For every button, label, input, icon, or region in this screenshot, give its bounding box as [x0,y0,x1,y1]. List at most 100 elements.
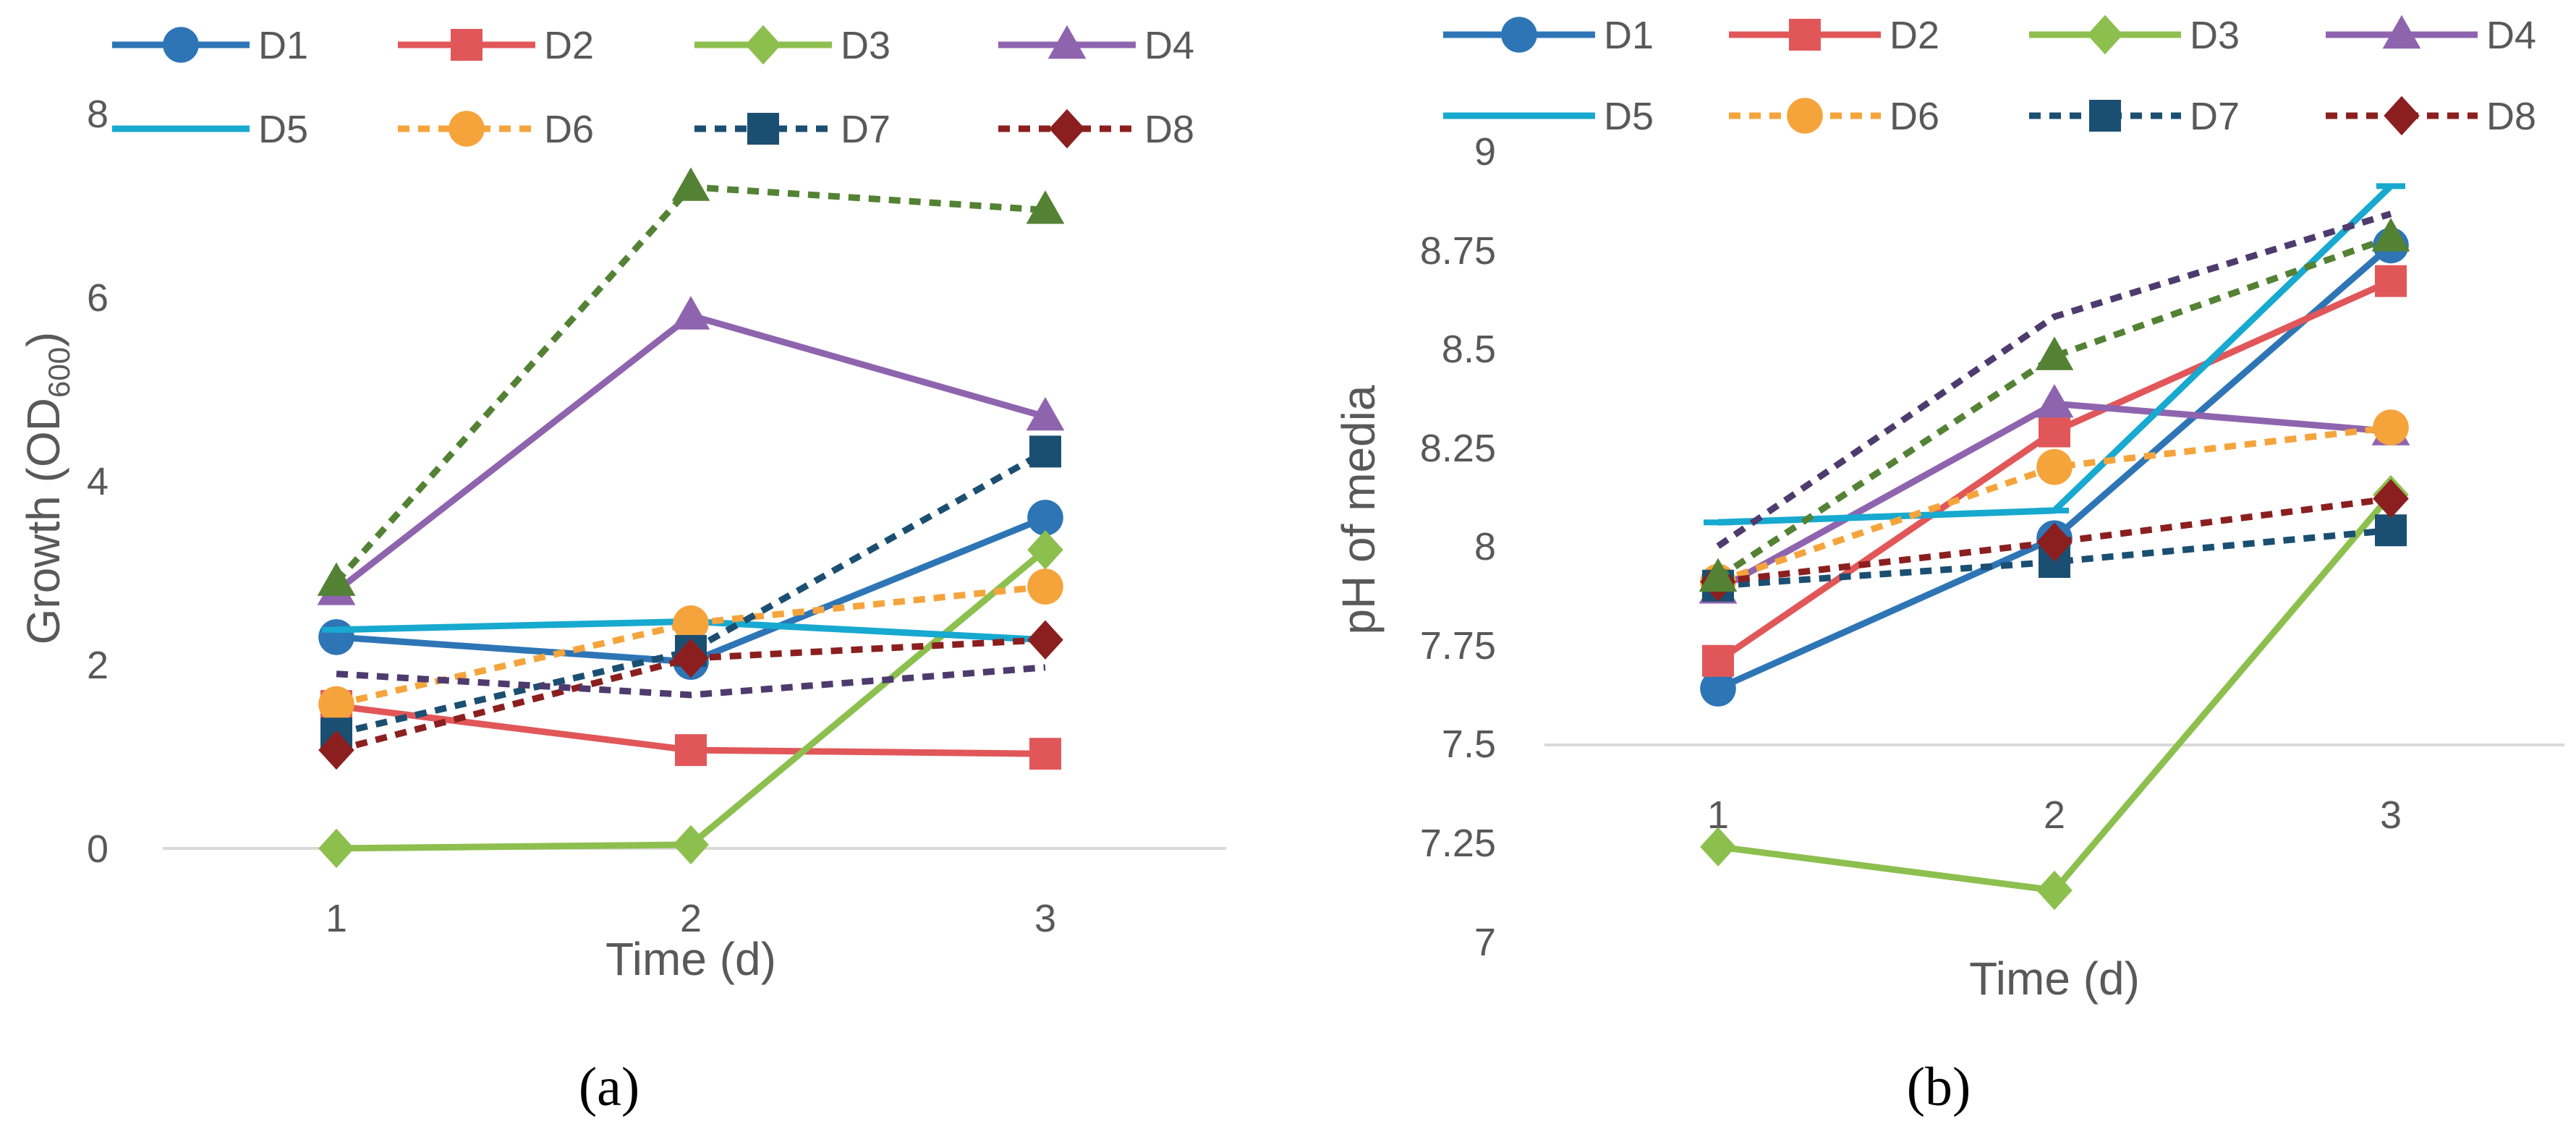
data-point-marker [318,828,354,869]
y-tick-label: 7.5 [1442,723,1496,766]
series-d5 [1704,183,2405,526]
data-point-marker [673,825,709,865]
x-tick-label: 2 [680,897,702,940]
y-tick-label: 8.5 [1442,328,1496,371]
series-line [335,448,1047,737]
series-extra-8 [1716,210,2392,549]
legend-label: D8 [2486,95,2536,138]
legend-swatch-marker [1789,19,1821,51]
data-point-marker [2040,507,2069,514]
data-point-marker [673,605,709,642]
data-point-marker [322,626,351,633]
legend-label: D6 [544,108,594,151]
y-tick-label: 2 [87,644,109,687]
data-point-marker [1029,435,1061,468]
series-d8 [318,620,1063,770]
x-tick-label: 3 [1034,897,1056,940]
legend-item-d7: D7 [2029,95,2240,138]
legend-label: D7 [2190,95,2240,138]
legend-label: D5 [1604,95,1654,138]
panel-label-b: (b) [1907,1057,1971,1117]
legend-swatch-marker [2382,14,2421,49]
series-line [1717,527,2392,589]
data-point-marker [2039,415,2070,448]
legend-item-d4: D4 [2326,14,2536,57]
legend-item-d8: D8 [998,108,1194,151]
series-extra-8 [336,664,1046,699]
legend-swatch-marker [1505,113,1534,119]
data-point-marker [2036,870,2073,911]
data-point-marker [2036,448,2073,485]
series-d2 [320,690,1061,770]
x-tick-labels-b: 1 2 3 [1707,793,2402,837]
data-point-marker [2373,479,2409,519]
legend-swatch-marker [163,27,199,63]
y-tick-label: 9 [1474,130,1496,174]
x-axis-title-b: Time (d) [1969,953,2140,1005]
panel-label-a: (a) [579,1057,639,1117]
legend-item-d8: D8 [2326,95,2536,138]
legend-label: D2 [1890,14,1939,57]
data-point-marker [2375,265,2407,297]
series-line [334,312,1047,594]
data-point-marker [1027,500,1063,536]
legend-item-d4: D4 [998,24,1194,67]
data-point-marker [1699,558,1738,592]
legend-item-d2: D2 [1729,14,1939,57]
legend-swatch-marker [449,111,485,147]
legend-label: D1 [258,24,308,67]
data-point-marker [318,730,354,770]
legend-label: D5 [258,108,308,151]
y-tick-label: 7.75 [1420,624,1496,668]
legend-item-d6: D6 [398,108,594,151]
y-axis-title-a: Growth (OD600) [17,332,76,645]
legend-swatch-marker [2089,100,2121,132]
legend-label: D1 [1604,14,1654,57]
data-point-marker [1027,568,1063,605]
legend-item-d5: D5 [1443,95,1654,138]
y-tick-label: 0 [87,827,109,871]
data-point-marker [2376,183,2405,189]
x-tick-label: 1 [326,897,347,940]
data-point-marker [1027,530,1063,570]
y-tick-label: 7.25 [1420,822,1496,865]
legend-swatch-marker [1787,98,1823,134]
data-point-marker [673,638,709,678]
data-point-marker [1027,620,1063,660]
data-point-marker [1704,519,1733,526]
data-point-marker [671,167,710,201]
chart-panel-b: 7 7.25 7.5 7.75 8 8.25 8.5 8.75 9 1 2 3 … [1332,14,2564,1117]
y-tick-label: 8.75 [1420,229,1496,273]
legend-label: D3 [841,24,890,67]
x-tick-labels-a: 1 2 3 [326,897,1056,940]
y-tick-label: 8 [1474,525,1496,568]
legend-label: D6 [1890,95,1939,138]
data-point-marker [317,562,356,596]
series-d6 [318,568,1063,723]
series-extra-9 [1699,218,2410,592]
legend-swatch-marker [1049,108,1085,149]
data-point-marker [318,686,354,723]
legend-item-d7: D7 [694,108,890,151]
chart-panel-a: 0 2 4 6 8 1 2 3 Time (d) Growth (OD600) … [17,24,1226,1117]
series-d7 [320,435,1061,750]
legend-label: D3 [2190,14,2240,57]
data-point-marker [1029,738,1061,770]
data-point-marker [2373,409,2409,446]
legend-label: D7 [841,108,890,151]
series-extra-9 [317,167,1065,596]
series-group-b [1699,183,2410,911]
y-tick-label: 7 [1474,921,1496,964]
y-axis-title-subscript: 600 [42,347,76,398]
legend-label: D4 [2486,14,2536,57]
legend-swatch-marker [1047,25,1087,59]
legend-label: D2 [544,24,594,67]
legend-swatch-marker [166,126,195,132]
data-point-marker [1700,670,1736,707]
legend-item-d3: D3 [694,24,890,67]
data-point-marker [1700,827,1736,867]
y-tick-label: 8 [87,93,109,136]
y-axis-title-main: Growth (OD [17,398,69,644]
series-d3 [318,530,1063,869]
